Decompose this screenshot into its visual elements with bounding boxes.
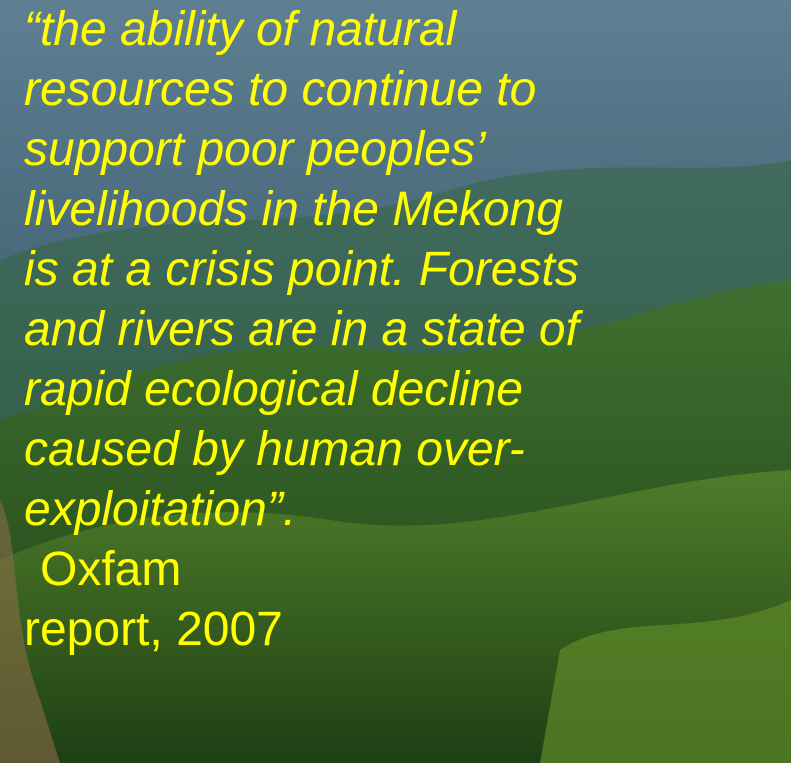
source: report, 2007 <box>24 600 579 660</box>
quote-line: caused by human over- <box>24 420 579 480</box>
source: Oxfam <box>40 543 181 596</box>
quote-line: resources to continue to <box>24 60 579 120</box>
quote-line: “the ability of natural <box>24 0 579 60</box>
quote-line: and rivers are in a state of <box>24 300 579 360</box>
quote-line: rapid ecological decline <box>24 360 579 420</box>
quote-line: livelihoods in the Mekong <box>24 180 579 240</box>
quote-line: support poor peoples’ <box>24 120 579 180</box>
quote-line: exploitation”. <box>24 480 579 540</box>
quote: “the ability of natural resources to con… <box>24 0 579 660</box>
quote-line: is at a crisis point. Forests <box>24 240 579 300</box>
slide: “the ability of natural resources to con… <box>0 0 791 763</box>
quote-line: Oxfam <box>24 540 579 600</box>
